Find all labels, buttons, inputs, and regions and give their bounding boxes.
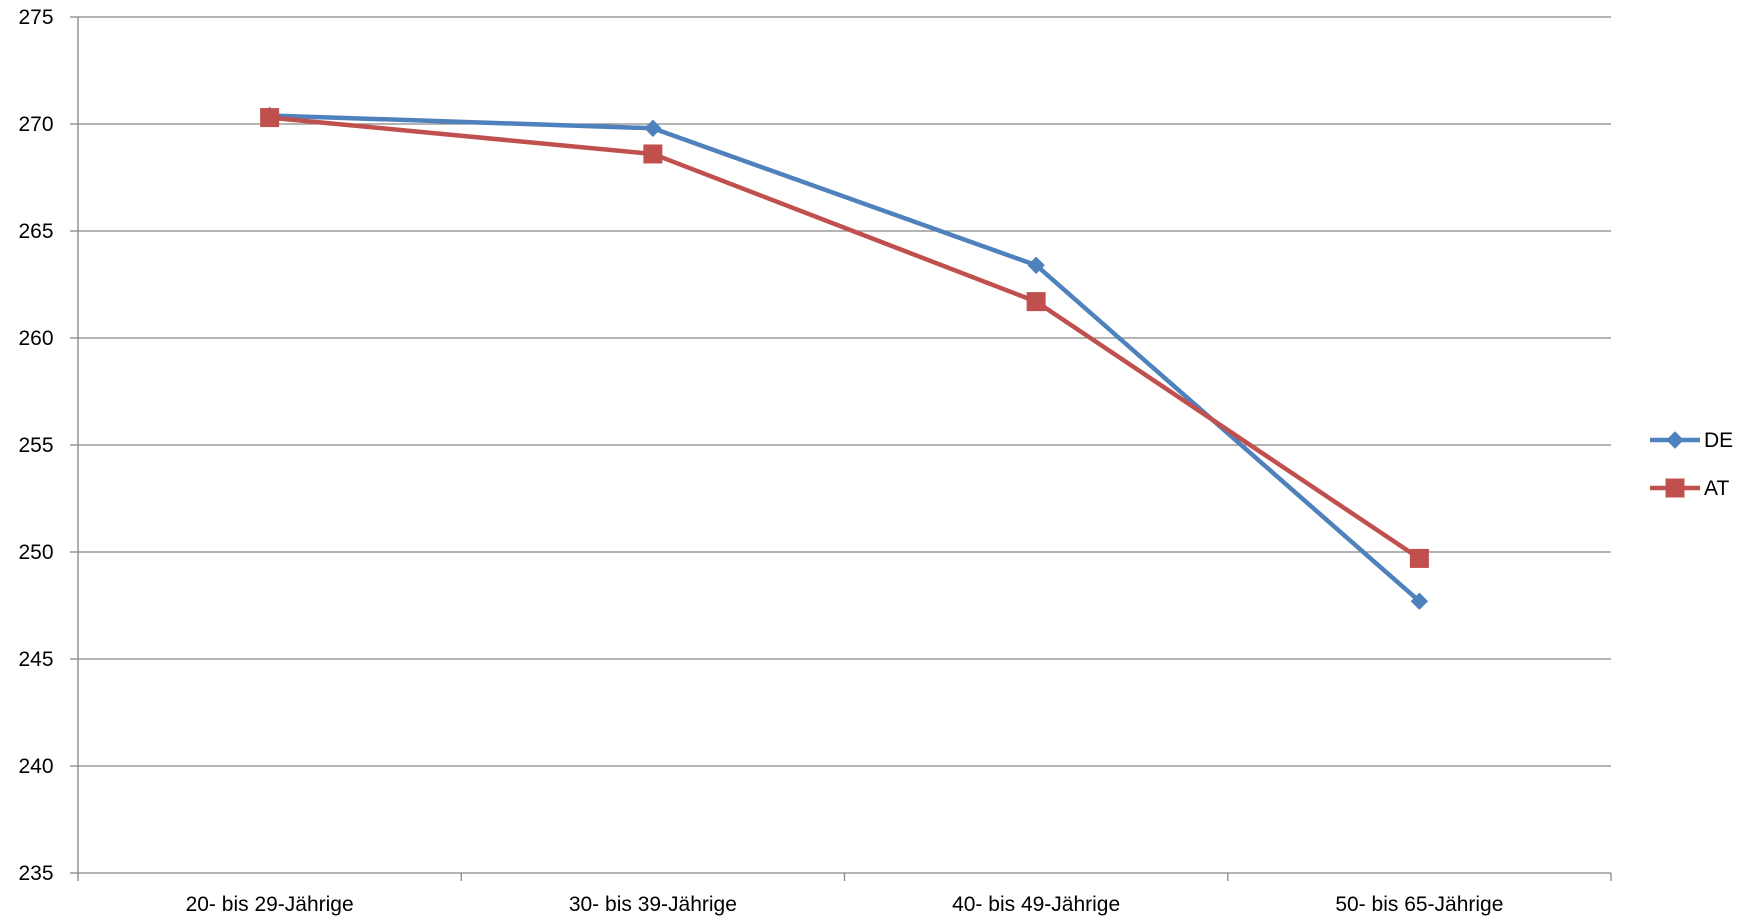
x-tick-label: 30- bis 39-Jährige [569,893,737,916]
y-tick-label: 250 [18,541,53,564]
legend: DE AT [1650,429,1733,500]
legend-label-at: AT [1704,477,1729,500]
y-tick-label: 255 [18,434,53,457]
x-tick-label: 40- bis 49-Jährige [952,893,1120,916]
data-point-at [260,108,280,128]
axes: 235 240 245 250 255 260 265 270 275 20- bis 29-Jä… [18,6,1612,916]
legend-marker-de [1666,431,1684,449]
y-tick-label: 260 [18,327,53,350]
x-tick-label: 20- bis 29-Jährige [186,893,354,916]
series [260,106,1429,610]
x-tick-label: 50- bis 65-Jährige [1335,893,1503,916]
data-point-de [644,119,662,137]
y-tick-label: 265 [18,220,53,243]
y-tick-label: 235 [18,862,53,885]
series-line-at [269,115,1421,561]
data-point-at [643,144,663,164]
legend-marker-at [1665,478,1685,498]
legend-label-de: DE [1704,429,1733,452]
data-point-de [1027,256,1045,274]
data-point-de [1410,592,1429,610]
y-tick-label: 245 [18,648,53,671]
y-tick-label: 275 [18,6,53,29]
y-tick-label: 240 [18,755,53,778]
y-tick-label: 270 [18,113,53,136]
gridlines [78,16,1611,767]
data-point-at [1026,292,1046,312]
data-point-at [1409,548,1429,568]
series-line-de [269,113,1421,603]
